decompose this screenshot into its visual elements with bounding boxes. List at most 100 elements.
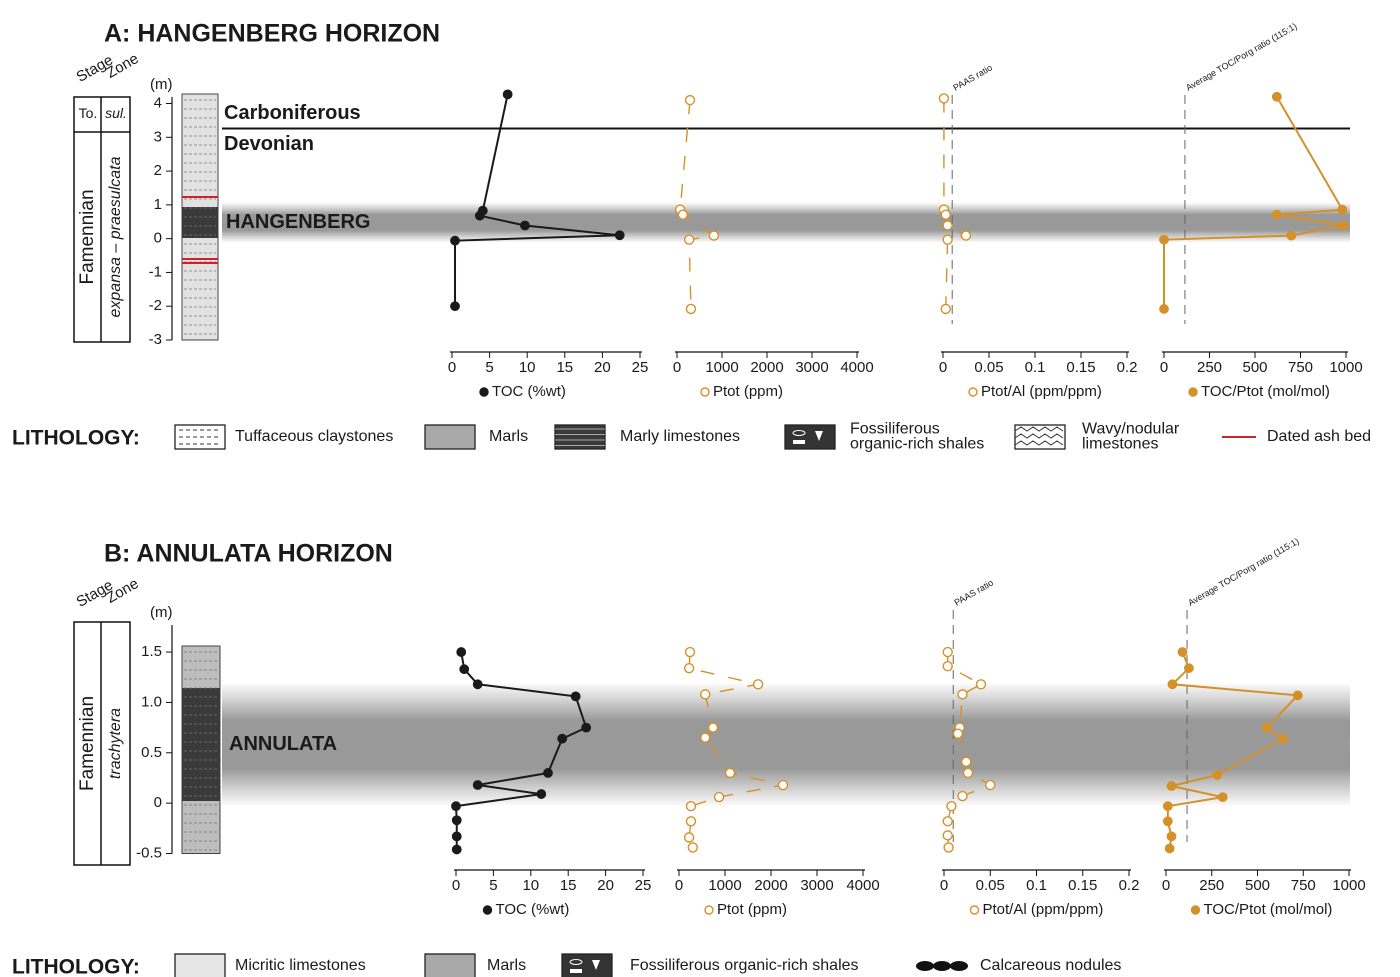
data-point [521,221,529,229]
x-tick-label: 0 [673,359,681,376]
boundary-above: Carboniferous [224,102,361,124]
y-tick-label: 3 [154,128,162,145]
x-tick-label: 0 [1162,877,1170,894]
data-point [503,90,511,98]
swatch-box [425,954,475,977]
series-name: Ptot/Al (ppm/ppm) [981,383,1102,400]
data-point [977,680,986,689]
swatch-nodule [916,961,934,971]
x-tick-label: 250 [1197,359,1222,376]
data-point [1262,723,1270,731]
lithology-title: LITHOLOGY: [12,427,140,450]
data-point [943,817,952,826]
reference-label: PAAS ratio [952,577,995,607]
swatch-fossil [793,440,805,444]
data-point [1164,802,1172,810]
y-tick-label: -1 [149,263,162,280]
data-point [701,690,710,699]
data-point [1279,734,1287,742]
lithology-swatch [785,425,835,449]
swatch-nodule [950,961,968,971]
swatch-box [562,954,612,977]
x-tick-label: 0 [1160,359,1168,376]
lithology-swatch [175,425,225,449]
data-point [943,235,952,244]
x-tick-label: 10 [522,877,539,894]
data-point [571,692,579,700]
data-point [452,802,460,810]
x-tick-label: 25 [632,359,649,376]
swatch-box [785,425,835,449]
data-point [1160,305,1168,313]
data-point [709,723,718,732]
y-axis-label: (m) [150,604,173,621]
x-tick-label: 0 [939,359,947,376]
y-tick-label: -0.5 [136,844,162,861]
lithology-swatch [175,954,225,977]
data-point [962,757,971,766]
x-tick-label: 0.15 [1068,877,1097,894]
data-point [451,236,459,244]
y-tick-label: 1 [154,196,162,213]
data-point [1185,664,1193,672]
zone-name: trachytera [107,708,124,779]
lithology-label: Tuffaceous claystones [235,428,393,445]
y-tick-label: 0 [154,794,162,811]
stage-name: To. [79,105,98,121]
data-point [686,802,695,811]
lithology-swatch [1015,425,1065,449]
boundary-below: Devonian [224,133,314,155]
y-tick-label: -2 [149,297,162,314]
data-point [1219,793,1227,801]
panel-title: B: ANNULATA HORIZON [104,540,393,568]
x-tick-label: 1000 [705,359,738,376]
data-point [688,843,697,852]
data-point [947,802,956,811]
litho-shale [182,207,218,238]
data-point [939,94,948,103]
series-name: Ptot (ppm) [713,383,783,400]
x-tick-label: 500 [1242,359,1267,376]
data-point [709,231,718,240]
lithology-label: organic-rich shales [850,436,984,453]
y-tick-label: 1.0 [141,693,162,710]
x-tick-label: 2000 [754,877,787,894]
lithology-swatch [425,425,475,449]
x-tick-label: 0.1 [1025,359,1046,376]
x-tick-label: 20 [597,877,614,894]
x-tick-label: 250 [1199,877,1224,894]
y-tick-label: 4 [154,94,162,111]
x-tick-label: 1000 [1332,877,1365,894]
x-tick-label: 1000 [708,877,741,894]
x-tick-label: 10 [519,359,536,376]
legend-marker [484,906,492,914]
data-point [686,96,695,105]
x-tick-label: 2000 [750,359,783,376]
data-point [1339,221,1347,229]
data-point [582,723,590,731]
data-point [678,210,687,219]
data-point [941,210,950,219]
x-tick-label: 20 [594,359,611,376]
x-tick-label: 3000 [800,877,833,894]
figure: A: HANGENBERG HORIZONHANGENBERGStageZone… [0,0,1400,977]
horizon-label: HANGENBERG [226,211,370,233]
swatch-nodule [933,961,951,971]
data-point [685,235,694,244]
page: Hangenberg and Annulata horizons {"chart… [0,0,1400,977]
swatch-box [175,954,225,977]
series-name: TOC/Ptot (mol/mol) [1201,383,1330,400]
x-tick-label: 750 [1291,877,1316,894]
x-tick-label: 5 [489,877,497,894]
data-line [455,94,620,306]
data-point [754,680,763,689]
data-point [686,817,695,826]
y-tick-label: 0.5 [141,744,162,761]
data-point [685,833,694,842]
horizon-label: ANNULATA [229,733,337,755]
lithology-label: Calcareous nodules [980,957,1121,974]
lithology-label: Marls [487,957,526,974]
data-point [544,769,552,777]
legend-marker [969,388,977,396]
horizon-band [222,203,1350,242]
